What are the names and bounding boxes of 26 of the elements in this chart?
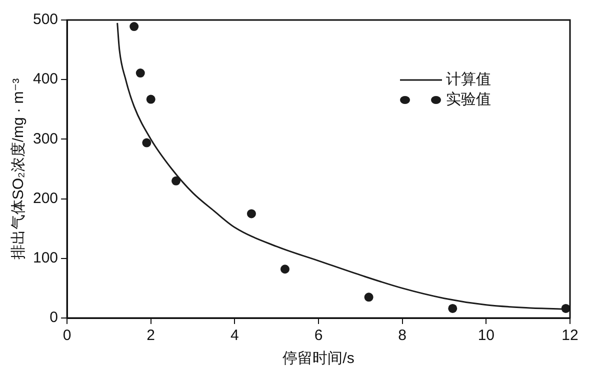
y-tick-label: 300 — [32, 130, 58, 148]
y-tick-label: 0 — [50, 309, 58, 326]
point — [130, 22, 139, 32]
x-tick-label: 10 — [478, 327, 495, 344]
point — [142, 138, 152, 148]
point — [146, 94, 156, 104]
point — [136, 68, 145, 78]
point — [364, 292, 374, 302]
y-tick-label: 500 — [32, 11, 58, 28]
x-tick-label: 0 — [62, 327, 72, 344]
legend-label: 计算值 — [446, 71, 491, 88]
x-tick-label: 12 — [562, 327, 578, 344]
x-tick-label: 6 — [314, 327, 323, 344]
point — [448, 304, 458, 313]
x-tick-label: 8 — [398, 327, 407, 344]
legend-label: 实验值 — [446, 91, 491, 108]
x-axis-title: 停留时间/s — [282, 350, 354, 368]
y-tick-label: 400 — [32, 70, 58, 88]
x-tick-label: 4 — [230, 327, 239, 344]
y-axis-title: 排出气体SO₂浓度/mg · m⁻³ — [10, 78, 28, 260]
point — [280, 264, 290, 274]
y-tick-label: 100 — [32, 250, 58, 267]
point — [172, 176, 181, 186]
point — [246, 209, 256, 218]
y-tick-label: 200 — [32, 190, 58, 207]
x-tick-label: 2 — [146, 327, 156, 344]
